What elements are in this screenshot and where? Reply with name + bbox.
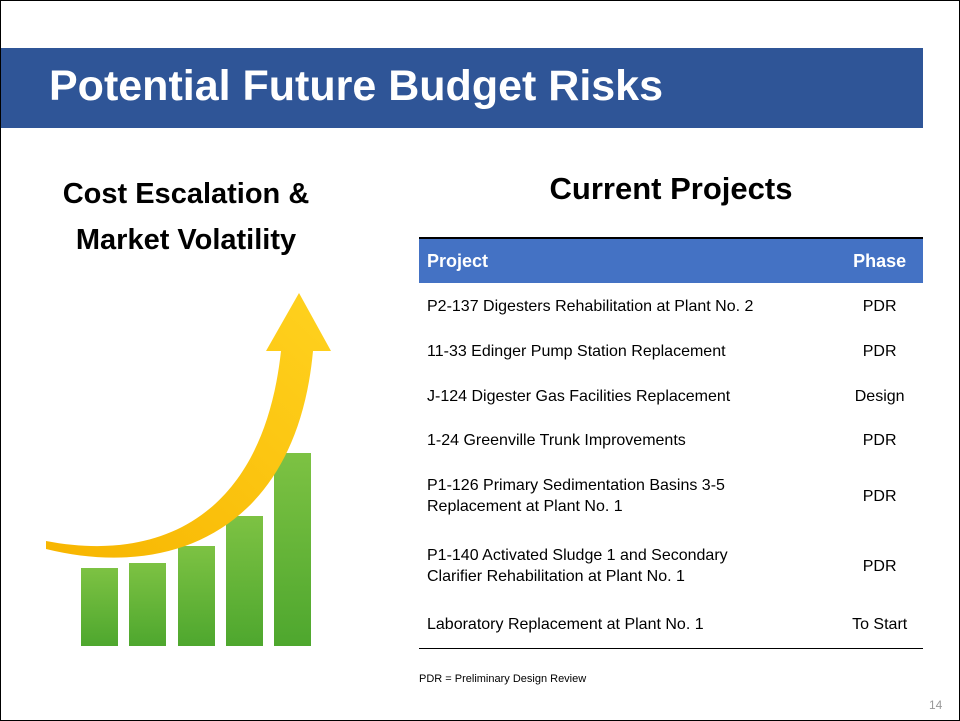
project-line: P1-126 Primary Sedimentation Basins 3-5 — [427, 475, 828, 496]
column-header: Project — [419, 238, 836, 283]
bar-icon — [129, 563, 166, 646]
phase-cell: PDR — [836, 418, 923, 462]
table-title: Current Projects — [419, 171, 923, 207]
project-line: Clarifier Rehabilitation at Plant No. 1 — [427, 566, 828, 587]
project-cell: J-124 Digester Gas Facilities Replacemen… — [419, 374, 836, 418]
projects-table: Project Phase P2-137 Digesters Rehabilit… — [419, 237, 923, 649]
phase-cell: To Start — [836, 602, 923, 648]
phase-cell: PDR — [836, 530, 923, 602]
table-row: Laboratory Replacement at Plant No. 1 To … — [419, 602, 923, 648]
project-line: P1-140 Activated Sludge 1 and Secondary — [427, 545, 828, 566]
bar-icon — [226, 516, 263, 646]
page-number: 14 — [929, 698, 942, 712]
phase-cell: PDR — [836, 462, 923, 530]
project-cell: 1-24 Greenville Trunk Improvements — [419, 418, 836, 462]
bar-icon — [81, 568, 118, 646]
project-line: Replacement at Plant No. 1 — [427, 496, 828, 517]
footnote: PDR = Preliminary Design Review — [419, 673, 586, 685]
column-header: Phase — [836, 238, 923, 283]
project-cell: Laboratory Replacement at Plant No. 1 — [419, 602, 836, 648]
table-row: 1-24 Greenville Trunk Improvements PDR — [419, 418, 923, 462]
table-body: P2-137 Digesters Rehabilitation at Plant… — [419, 283, 923, 648]
slide: Potential Future Budget Risks Cost Escal… — [0, 0, 960, 721]
header-row: Project Phase — [419, 238, 923, 283]
project-line: Laboratory Replacement at Plant No. 1 — [427, 614, 828, 635]
project-line: 1-24 Greenville Trunk Improvements — [427, 430, 828, 451]
phase-cell: PDR — [836, 283, 923, 329]
project-cell: P2-137 Digesters Rehabilitation at Plant… — [419, 283, 836, 329]
bar-icon — [274, 453, 311, 646]
project-line: P2-137 Digesters Rehabilitation at Plant… — [427, 296, 828, 317]
growth-graphic — [1, 1, 361, 721]
table-row: P2-137 Digesters Rehabilitation at Plant… — [419, 283, 923, 329]
bar-icon — [178, 546, 215, 646]
table-row: 11-33 Edinger Pump Station Replacement PD… — [419, 329, 923, 374]
phase-cell: Design — [836, 374, 923, 418]
project-line: J-124 Digester Gas Facilities Replacemen… — [427, 386, 828, 407]
project-cell: 11-33 Edinger Pump Station Replacement — [419, 329, 836, 374]
project-line: 11-33 Edinger Pump Station Replacement — [427, 341, 828, 362]
table-row: J-124 Digester Gas Facilities Replacemen… — [419, 374, 923, 418]
phase-cell: PDR — [836, 329, 923, 374]
